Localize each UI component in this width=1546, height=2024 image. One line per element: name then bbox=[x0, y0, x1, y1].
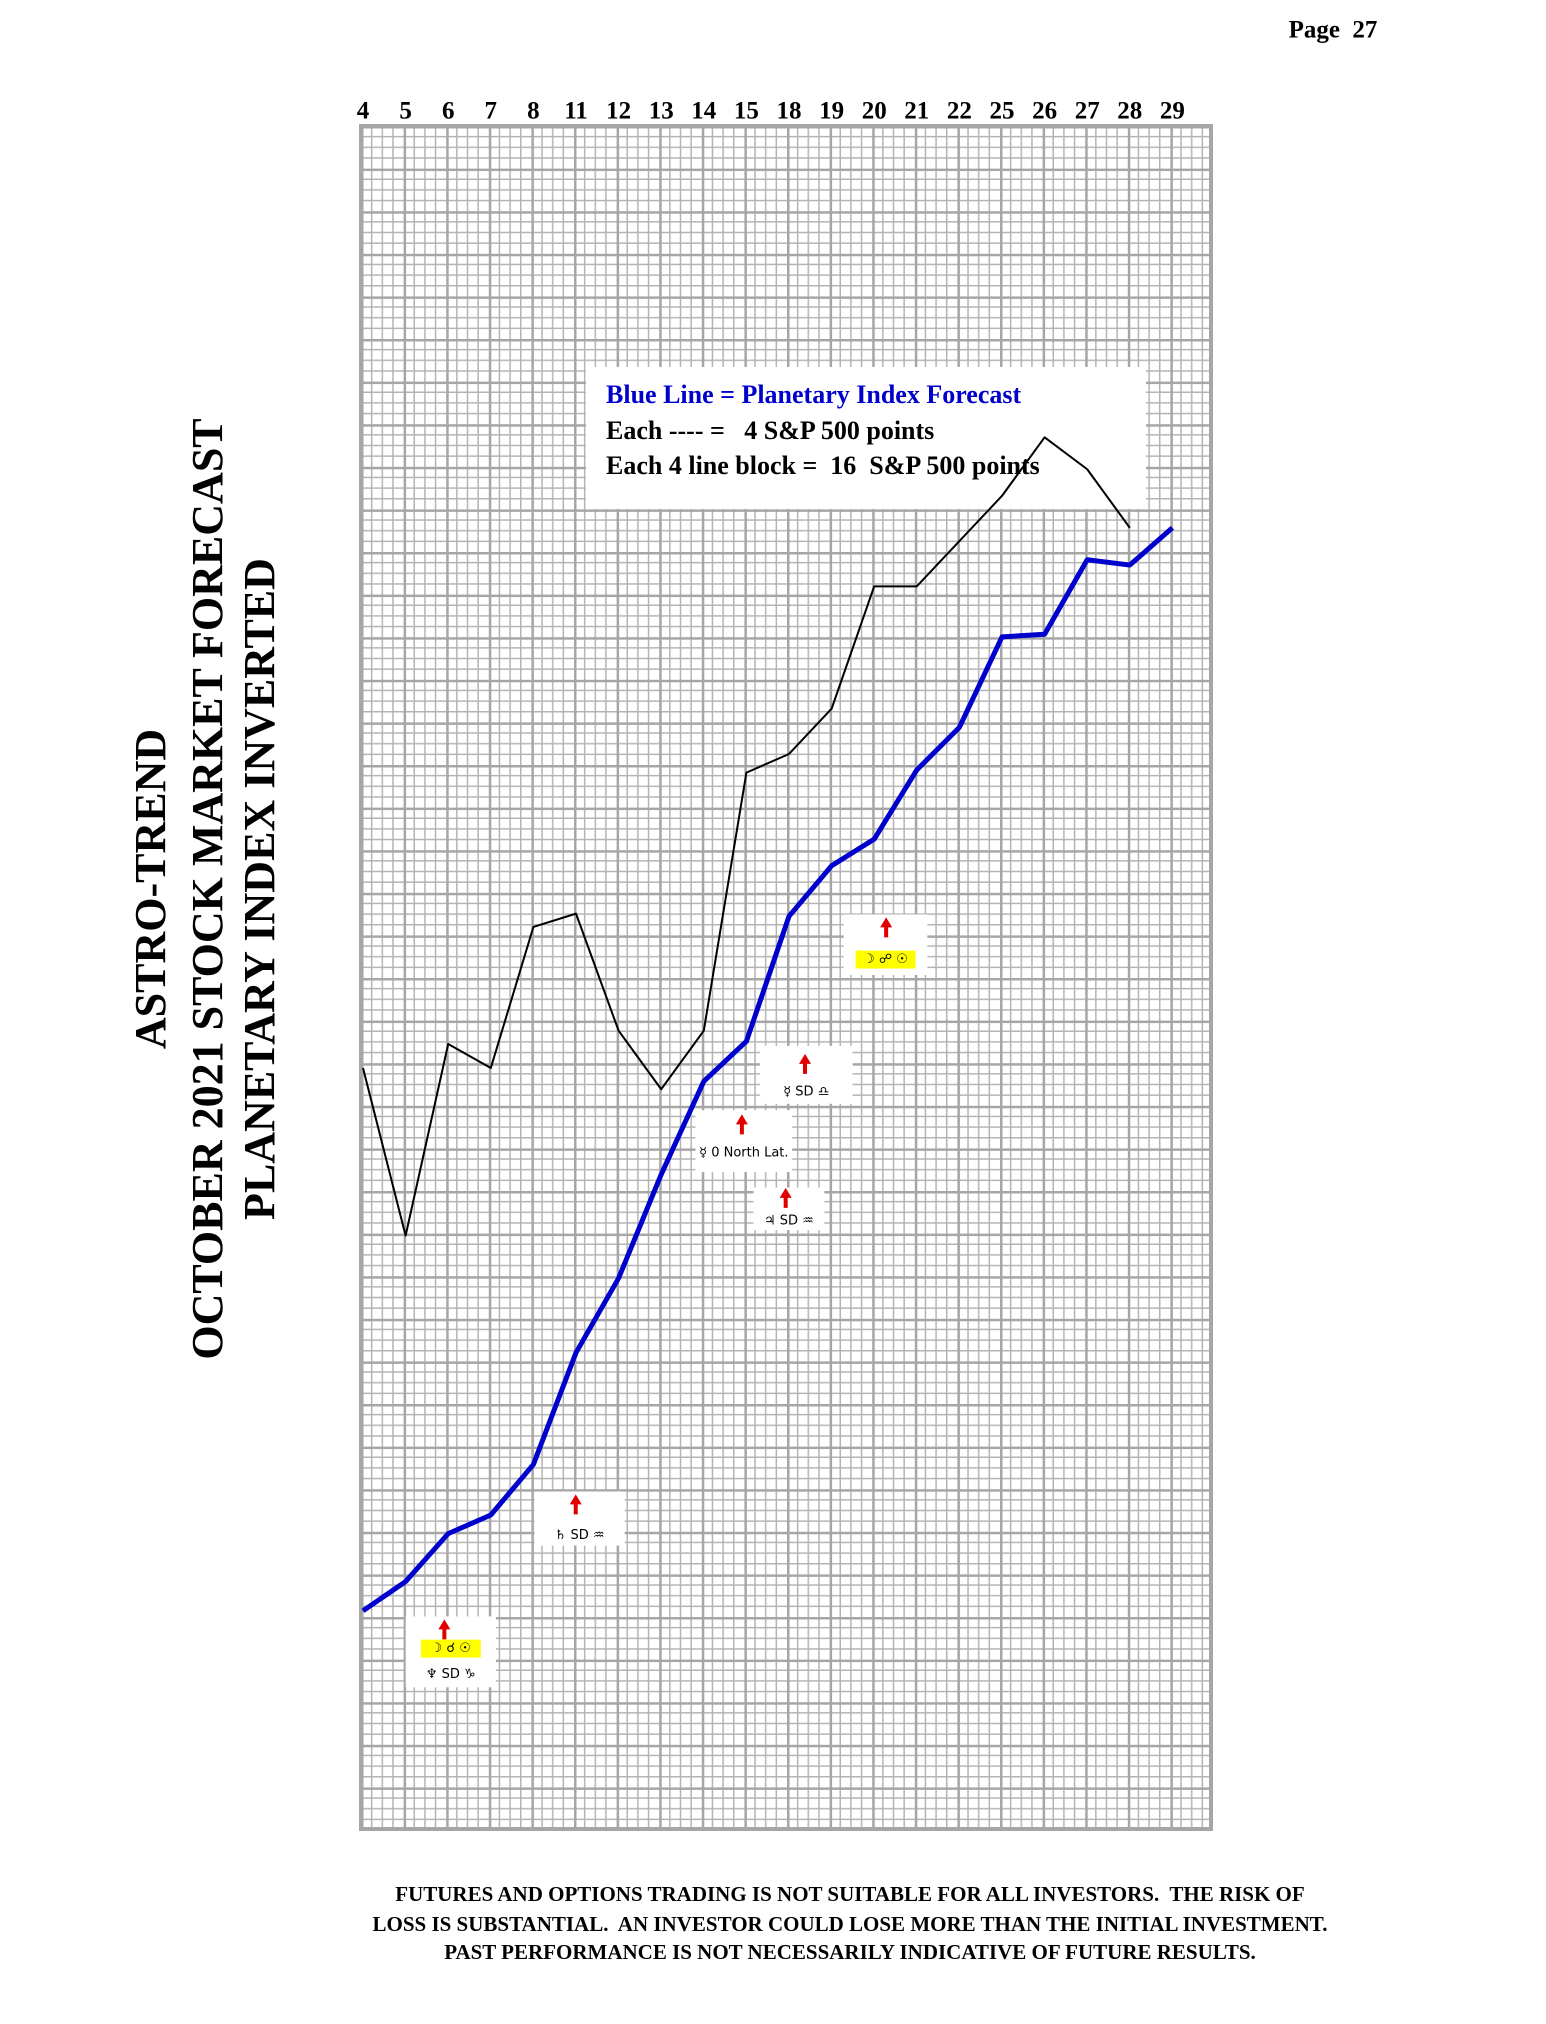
x-tick-label: 19 bbox=[819, 98, 844, 125]
x-tick-label: 11 bbox=[564, 98, 588, 125]
red-arrow bbox=[779, 1187, 792, 1208]
annotation-box bbox=[759, 1045, 853, 1104]
series-line bbox=[362, 436, 1131, 1237]
x-tick-label: 12 bbox=[606, 98, 631, 125]
page-number: Page 27 bbox=[1289, 17, 1378, 44]
disclaimer: FUTURES AND OPTIONS TRADING IS NOT SUITA… bbox=[395, 1882, 1304, 1906]
x-tick-label: 21 bbox=[904, 98, 929, 125]
legend-text: Each ---- = 4 S&P 500 points bbox=[606, 416, 934, 445]
annotation-text: ☿ SD ♎ bbox=[783, 1085, 829, 1100]
x-tick-label: 13 bbox=[649, 98, 674, 125]
annotation-text: ☿ 0 North Lat. bbox=[699, 1145, 788, 1160]
series-line bbox=[361, 525, 1175, 1613]
red-arrow bbox=[735, 1114, 748, 1135]
annotation-text: ♃ SD ♒ bbox=[764, 1214, 814, 1229]
disclaimer: PAST PERFORMANCE IS NOT NECESSARILY INDI… bbox=[444, 1940, 1256, 1964]
legend-text: Each 4 line block = 16 S&P 500 points bbox=[606, 451, 1040, 480]
annotation-text: ♄ SD ♒ bbox=[555, 1528, 605, 1543]
red-arrow bbox=[569, 1494, 582, 1515]
x-tick-label: 29 bbox=[1160, 98, 1185, 125]
annotation-text: ♆ SD ♑ bbox=[426, 1667, 476, 1682]
annotation-text: ☽ ☌ ☉ bbox=[431, 1641, 471, 1656]
x-tick-label: 4 bbox=[357, 98, 370, 125]
x-tick-label: 14 bbox=[691, 98, 717, 125]
chart-title: PLANETARY INDEX INVERTED bbox=[235, 558, 284, 1220]
x-tick-label: 28 bbox=[1117, 98, 1142, 125]
x-tick-label: 22 bbox=[947, 98, 972, 125]
annotation-box bbox=[534, 1491, 625, 1546]
x-tick-label: 15 bbox=[734, 98, 759, 125]
x-tick-label: 6 bbox=[442, 98, 455, 125]
highlight bbox=[420, 1639, 481, 1658]
x-tick-label: 7 bbox=[485, 98, 498, 125]
disclaimer: LOSS IS SUBSTANTIAL. AN INVESTOR COULD L… bbox=[373, 1912, 1328, 1936]
x-tick-label: 18 bbox=[777, 98, 802, 125]
x-tick-label: 25 bbox=[990, 98, 1015, 125]
red-arrow bbox=[799, 1053, 811, 1074]
highlight bbox=[855, 950, 916, 969]
x-tick-label: 26 bbox=[1032, 98, 1057, 125]
x-tick-label: 27 bbox=[1075, 98, 1100, 125]
red-arrow bbox=[880, 917, 893, 938]
chart-title: ASTRO-TREND bbox=[126, 729, 175, 1049]
chart-title: OCTOBER 2021 STOCK MARKET FORECAST bbox=[183, 418, 232, 1359]
x-tick-label: 8 bbox=[527, 98, 540, 125]
x-tick-label: 20 bbox=[862, 98, 887, 125]
annotation-text: ☽ ☍ ☉ bbox=[863, 952, 908, 967]
red-arrow bbox=[438, 1619, 451, 1640]
legend-text: Blue Line = Planetary Index Forecast bbox=[606, 380, 1021, 409]
legend-box bbox=[586, 367, 1146, 509]
x-tick-label: 5 bbox=[399, 98, 412, 125]
